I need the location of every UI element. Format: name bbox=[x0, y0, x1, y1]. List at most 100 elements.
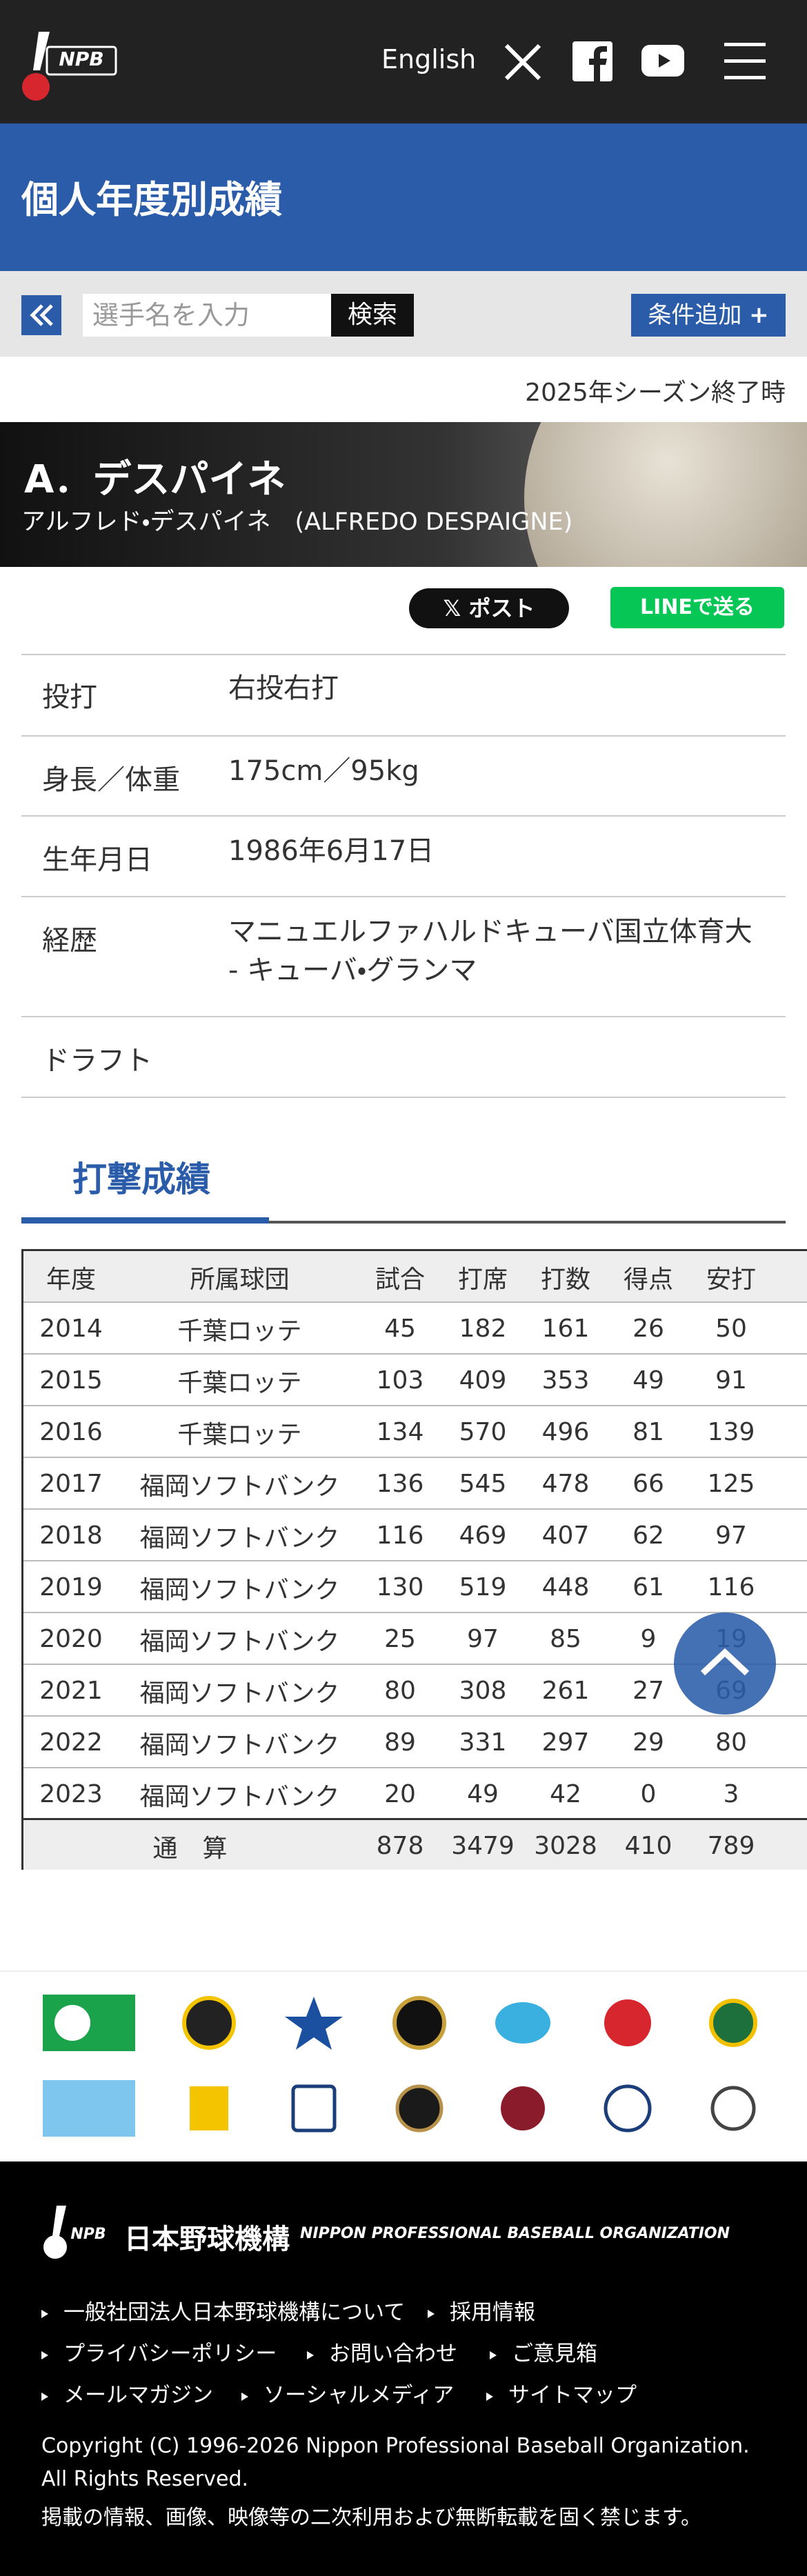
data-cell: 66 bbox=[632, 1470, 664, 1498]
total-cell: 3028 bbox=[534, 1832, 597, 1860]
profile-value: 右投右打 bbox=[228, 672, 339, 704]
data-cell: 27 bbox=[632, 1677, 664, 1705]
team-logo[interactable] bbox=[291, 2084, 337, 2133]
team-logo[interactable] bbox=[604, 2084, 652, 2133]
data-cell: 116 bbox=[376, 1521, 424, 1550]
data-cell: 570 bbox=[459, 1418, 507, 1446]
footer-link[interactable]: プライバシーポリシー bbox=[41, 2336, 277, 2367]
npb-logo[interactable]: NPB bbox=[19, 29, 123, 105]
search-bar: 選手名を入力 検索 条件追加 + bbox=[0, 271, 807, 357]
total-cell: 410 bbox=[624, 1832, 672, 1860]
x-share-button[interactable]: 𝕏 ポスト bbox=[409, 588, 569, 628]
season-note: 2025年シーズン終了時 bbox=[525, 379, 786, 407]
profile-value: 1986年6月17日 bbox=[228, 835, 435, 867]
menu-icon[interactable] bbox=[724, 43, 766, 80]
team-logo[interactable] bbox=[392, 1996, 446, 2050]
team-logo[interactable] bbox=[501, 2086, 545, 2130]
player-banner: A．デスパイネ アルフレド・デスパイネ (ALFREDO DESPAIGNE) bbox=[0, 422, 807, 567]
header-cell: 安打 bbox=[706, 1265, 756, 1294]
header-cell: 打席 bbox=[457, 1265, 508, 1294]
scroll-top-button[interactable] bbox=[674, 1613, 776, 1715]
data-cell: 519 bbox=[459, 1573, 507, 1601]
profile-label: 生年月日 bbox=[42, 844, 152, 876]
footer-link[interactable]: お問い合わせ bbox=[307, 2336, 457, 2367]
site-header: NPB English bbox=[0, 0, 807, 123]
data-cell: 478 bbox=[541, 1470, 590, 1498]
facebook-icon[interactable] bbox=[572, 41, 614, 83]
team-logo[interactable] bbox=[395, 2084, 444, 2133]
data-cell: 80 bbox=[384, 1677, 416, 1705]
x-icon[interactable] bbox=[502, 41, 544, 83]
team-logo[interactable] bbox=[710, 2086, 756, 2131]
row-border bbox=[23, 1818, 807, 1820]
row-border bbox=[23, 1767, 807, 1768]
team-logo[interactable] bbox=[604, 1999, 651, 2046]
header-bg bbox=[23, 1251, 807, 1301]
data-cell: 千葉ロッテ bbox=[177, 1420, 302, 1449]
data-cell: 2016 bbox=[39, 1418, 103, 1446]
copyright-line: 掲載の情報、画像、映像等の二次利用および無断転載を固く禁じます。 bbox=[41, 2506, 701, 2530]
footer-link[interactable]: 採用情報 bbox=[428, 2295, 535, 2326]
data-cell: 97 bbox=[467, 1625, 499, 1653]
language-link[interactable]: English bbox=[381, 44, 477, 74]
youtube-icon[interactable] bbox=[641, 45, 686, 79]
copyright-line: Copyright (C) 1996-2026 Nippon Professio… bbox=[41, 2434, 750, 2458]
section-title: 打撃成績 bbox=[72, 1159, 210, 1199]
team-logo[interactable] bbox=[182, 1996, 236, 2050]
filter-button[interactable]: 条件追加 + bbox=[631, 294, 786, 337]
footer-logo[interactable]: NPB bbox=[41, 2204, 110, 2262]
search-button[interactable]: 検索 bbox=[331, 294, 414, 337]
data-cell: 20 bbox=[384, 1780, 416, 1808]
profile-value: 175cm／95kg bbox=[228, 755, 419, 787]
data-cell: 9 bbox=[640, 1625, 657, 1653]
footer-link[interactable]: ご意見箱 bbox=[490, 2336, 597, 2367]
svg-text:NPB: NPB bbox=[70, 2226, 106, 2243]
footer-link[interactable]: 一般社団法人日本野球機構について bbox=[41, 2295, 405, 2326]
data-cell: 千葉ロッテ bbox=[177, 1368, 302, 1397]
data-cell: 42 bbox=[550, 1780, 581, 1808]
data-cell: 103 bbox=[376, 1366, 424, 1395]
logos-divider bbox=[0, 1970, 807, 1972]
footer-link[interactable]: サイトマップ bbox=[486, 2377, 637, 2408]
data-cell: 134 bbox=[376, 1418, 424, 1446]
data-cell: 261 bbox=[541, 1677, 590, 1705]
search-input[interactable]: 選手名を入力 bbox=[83, 294, 331, 337]
data-cell: 2017 bbox=[39, 1470, 103, 1498]
profile-label: ドラフト bbox=[42, 1045, 152, 1077]
data-cell: 496 bbox=[541, 1418, 590, 1446]
data-cell: 2014 bbox=[39, 1315, 103, 1343]
profile-border bbox=[21, 896, 786, 897]
data-cell: 2020 bbox=[39, 1625, 103, 1653]
team-logo[interactable] bbox=[709, 1999, 757, 2047]
data-cell: 2019 bbox=[39, 1573, 103, 1601]
profile-border bbox=[21, 654, 786, 655]
back-button[interactable] bbox=[21, 295, 61, 335]
header-cell: 所属球団 bbox=[190, 1265, 290, 1294]
row-border bbox=[23, 1715, 807, 1717]
data-cell: 97 bbox=[715, 1521, 747, 1550]
line-share-button[interactable]: LINEで送る bbox=[610, 587, 784, 628]
header-cell: 試合 bbox=[375, 1265, 425, 1294]
team-logo[interactable] bbox=[495, 2002, 550, 2044]
row-border bbox=[23, 1457, 807, 1458]
section-rule bbox=[21, 1221, 786, 1224]
team-logo[interactable] bbox=[285, 1997, 343, 2050]
player-name-full: アルフレド・デスパイネ (ALFREDO DESPAIGNE) bbox=[21, 508, 573, 536]
footer-link[interactable]: ソーシャルメディア bbox=[241, 2377, 454, 2408]
data-cell: 136 bbox=[376, 1470, 424, 1498]
data-cell: 福岡ソフトバンク bbox=[139, 1627, 340, 1656]
profile-label: 身長／体重 bbox=[42, 764, 180, 796]
total-cell: 789 bbox=[707, 1832, 755, 1860]
data-cell: 89 bbox=[384, 1728, 416, 1757]
logo-text: NPB bbox=[59, 48, 103, 70]
x-share-label: ポスト bbox=[468, 595, 535, 621]
data-cell: 福岡ソフトバンク bbox=[139, 1524, 340, 1552]
data-cell: 45 bbox=[384, 1315, 416, 1343]
data-cell: 0 bbox=[640, 1780, 657, 1808]
total-bg bbox=[23, 1820, 807, 1870]
team-logo[interactable] bbox=[43, 2080, 135, 2137]
team-logo[interactable] bbox=[190, 2086, 228, 2130]
footer-link[interactable]: メールマガジン bbox=[41, 2377, 213, 2408]
data-cell: 29 bbox=[632, 1728, 664, 1757]
